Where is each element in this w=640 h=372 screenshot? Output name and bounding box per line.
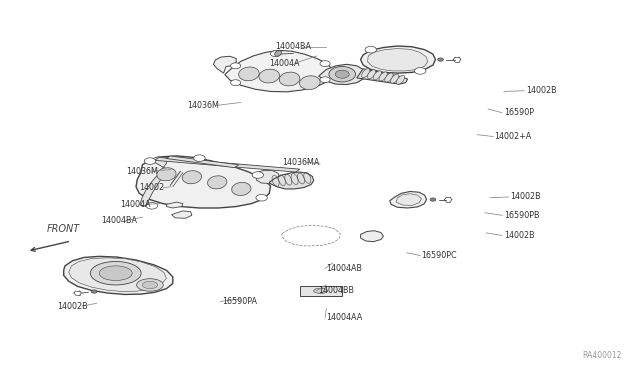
Text: FRONT: FRONT xyxy=(47,224,79,234)
Polygon shape xyxy=(213,56,236,73)
Text: 16590PB: 16590PB xyxy=(504,211,540,220)
Polygon shape xyxy=(300,286,342,296)
Ellipse shape xyxy=(379,72,387,81)
Ellipse shape xyxy=(182,171,202,184)
Text: 16590PA: 16590PA xyxy=(221,297,257,306)
Ellipse shape xyxy=(320,77,330,83)
Ellipse shape xyxy=(365,46,376,53)
Polygon shape xyxy=(225,51,333,92)
Ellipse shape xyxy=(373,71,381,80)
Ellipse shape xyxy=(207,176,227,189)
Text: 14002+A: 14002+A xyxy=(495,132,532,141)
Ellipse shape xyxy=(430,198,436,201)
Ellipse shape xyxy=(92,290,97,293)
Text: 14004BA: 14004BA xyxy=(101,216,137,225)
Ellipse shape xyxy=(137,279,163,291)
Text: 14036M: 14036M xyxy=(187,101,219,110)
Ellipse shape xyxy=(279,72,300,86)
Polygon shape xyxy=(360,46,435,73)
Ellipse shape xyxy=(259,69,280,83)
Polygon shape xyxy=(172,211,192,218)
Polygon shape xyxy=(367,49,428,71)
Ellipse shape xyxy=(320,61,330,67)
Ellipse shape xyxy=(99,266,132,280)
Ellipse shape xyxy=(390,74,399,83)
Polygon shape xyxy=(140,157,168,206)
Text: 14002B: 14002B xyxy=(526,86,557,95)
Text: 14002B: 14002B xyxy=(57,302,87,311)
Text: 14036M: 14036M xyxy=(127,167,158,176)
Ellipse shape xyxy=(146,202,157,209)
Ellipse shape xyxy=(252,172,264,178)
Ellipse shape xyxy=(300,76,320,90)
Ellipse shape xyxy=(335,70,349,78)
Text: 14002B: 14002B xyxy=(510,192,541,202)
Text: 16590PC: 16590PC xyxy=(422,251,457,260)
Ellipse shape xyxy=(157,168,176,181)
Ellipse shape xyxy=(385,73,393,82)
Ellipse shape xyxy=(194,155,205,161)
Ellipse shape xyxy=(230,63,241,69)
Ellipse shape xyxy=(367,70,376,79)
Polygon shape xyxy=(68,258,166,292)
Text: 14004A: 14004A xyxy=(120,200,150,209)
Ellipse shape xyxy=(415,68,426,74)
Ellipse shape xyxy=(232,182,251,195)
Ellipse shape xyxy=(362,68,370,78)
Ellipse shape xyxy=(256,195,268,201)
Text: 14004BB: 14004BB xyxy=(318,286,354,295)
Polygon shape xyxy=(255,171,280,183)
Polygon shape xyxy=(356,69,408,84)
Text: 14004AB: 14004AB xyxy=(326,264,362,273)
Text: RA400012: RA400012 xyxy=(582,351,621,360)
Text: 14002B: 14002B xyxy=(504,231,534,240)
Ellipse shape xyxy=(90,262,141,285)
Polygon shape xyxy=(136,156,271,208)
Polygon shape xyxy=(166,156,239,168)
Text: 14004A: 14004A xyxy=(269,59,300,68)
Ellipse shape xyxy=(239,67,259,81)
Ellipse shape xyxy=(438,58,444,61)
Ellipse shape xyxy=(230,80,241,86)
Ellipse shape xyxy=(314,288,328,294)
Polygon shape xyxy=(64,256,173,295)
Text: 14004BA: 14004BA xyxy=(276,42,312,51)
Polygon shape xyxy=(155,157,300,172)
Ellipse shape xyxy=(329,67,356,82)
Text: 14036MA: 14036MA xyxy=(282,158,319,167)
Text: 14004AA: 14004AA xyxy=(326,314,363,323)
Ellipse shape xyxy=(275,51,282,56)
Polygon shape xyxy=(360,231,383,242)
Text: 16590P: 16590P xyxy=(504,108,534,117)
Ellipse shape xyxy=(271,51,281,57)
Ellipse shape xyxy=(142,281,157,289)
Text: 14002: 14002 xyxy=(139,183,164,192)
Ellipse shape xyxy=(396,75,404,84)
Polygon shape xyxy=(166,202,183,208)
Polygon shape xyxy=(390,192,427,208)
Polygon shape xyxy=(396,194,422,205)
Polygon shape xyxy=(269,172,314,189)
Polygon shape xyxy=(319,64,365,84)
Ellipse shape xyxy=(144,158,156,164)
